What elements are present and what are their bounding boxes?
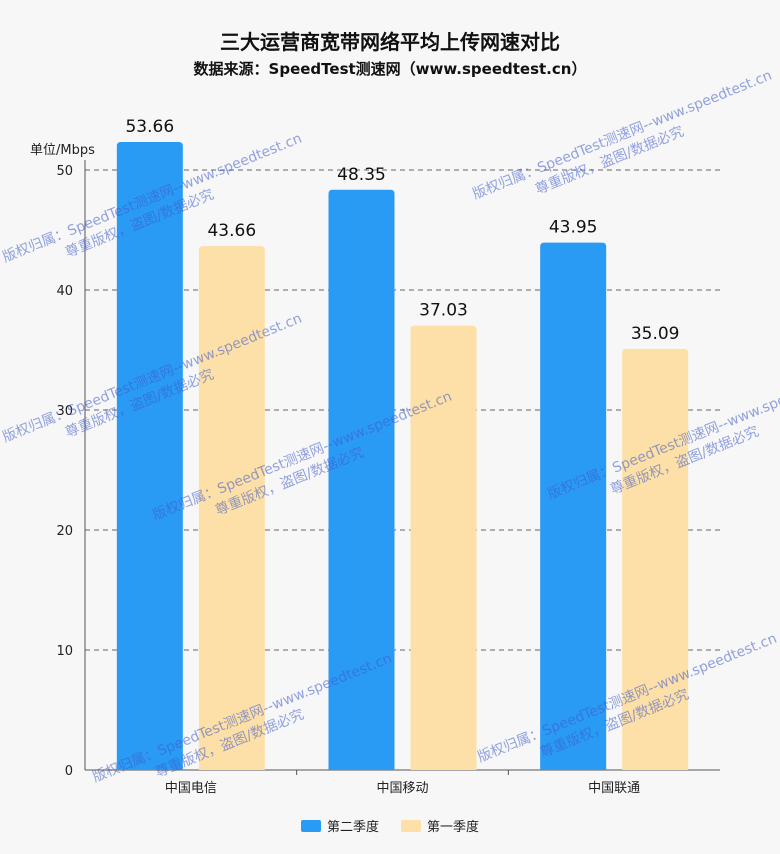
- bar-value-label: 35.09: [631, 324, 680, 344]
- legend-swatch-series-2: [401, 819, 421, 832]
- legend-label-series-2: 第一季度: [427, 820, 480, 835]
- x-tick-label: 中国电信: [165, 781, 217, 796]
- y-tick-label: 10: [56, 644, 73, 659]
- y-tick-label: 20: [56, 524, 73, 539]
- bar-value-label: 53.66: [125, 117, 174, 137]
- legend-swatch-series-1: [300, 819, 321, 832]
- bar: [540, 242, 607, 771]
- chart-legend: 第二季度 第一季度: [0, 816, 780, 835]
- bar: [410, 325, 477, 770]
- bar-value-label: 37.03: [419, 301, 468, 321]
- legend-item-series-2[interactable]: 第一季度: [401, 816, 479, 835]
- y-tick-label: 40: [56, 284, 73, 299]
- bar-value-label: 48.35: [337, 165, 386, 185]
- y-tick-label: 0: [65, 764, 73, 779]
- legend-item-series-1[interactable]: 第二季度: [300, 816, 379, 835]
- bar-value-label: 43.66: [207, 221, 256, 241]
- bar: [116, 142, 183, 770]
- y-tick-label: 30: [56, 404, 73, 419]
- chart-subtitle: 数据来源：SpeedTest测速网（www.speedtest.cn）: [193, 60, 587, 78]
- bar-value-label: 43.95: [549, 218, 598, 238]
- x-tick-label: 中国联通: [588, 781, 640, 796]
- x-tick-label: 中国移动: [376, 781, 428, 796]
- legend-label-series-1: 第二季度: [326, 820, 379, 835]
- bar: [328, 189, 395, 771]
- chart-title: 三大运营商宽带网络平均上传网速对比: [220, 30, 560, 54]
- bar: [622, 348, 689, 770]
- y-axis-unit-label: 单位/Mbps: [30, 143, 95, 158]
- y-tick-label: 50: [56, 164, 73, 179]
- bar: [198, 246, 265, 770]
